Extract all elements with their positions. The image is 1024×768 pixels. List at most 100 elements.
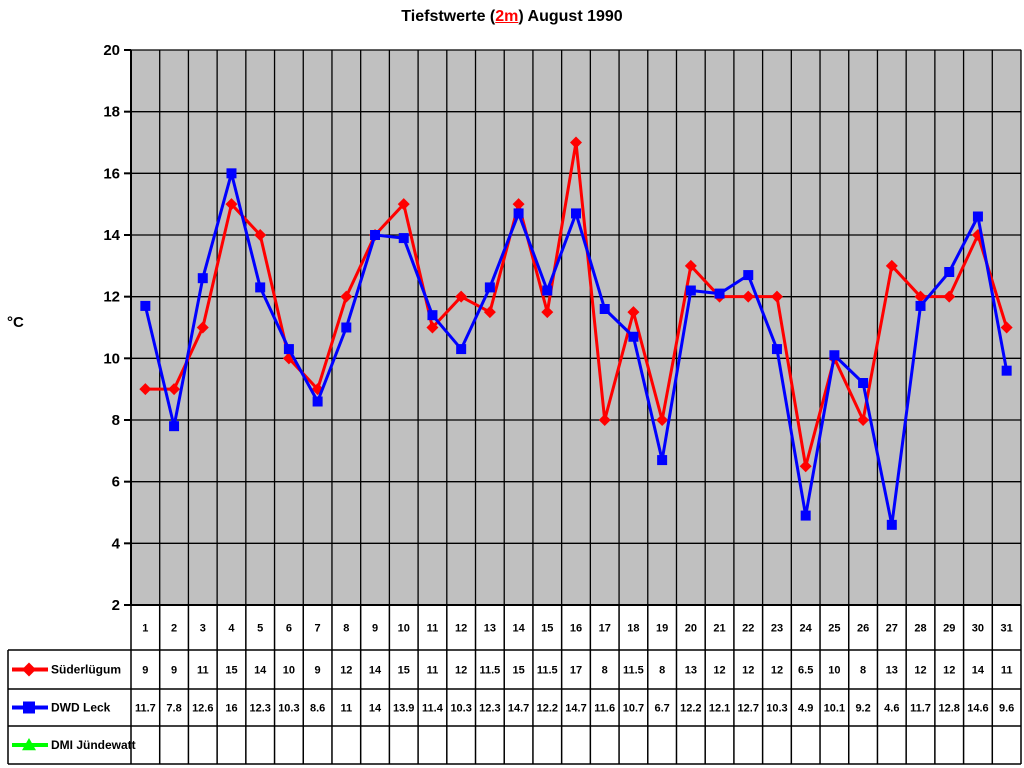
legend-icon-diamond <box>12 662 48 677</box>
data-table: 1 2 3 4 5 6 7 8 9 10 11 12 13 14 15 16 17 18 19 20 21 22 23 24 2… <box>7 604 1022 765</box>
square-marker <box>915 300 926 311</box>
y-tick-label: 4 <box>112 535 121 552</box>
table-value-cell: 11 <box>427 665 439 677</box>
diamond-marker <box>857 414 870 426</box>
table-value-cell: 13 <box>886 665 898 677</box>
diamond-marker <box>684 259 697 272</box>
table-value-cell: 6.5 <box>798 665 813 677</box>
diamond-marker <box>139 383 152 396</box>
legend-icon-square <box>12 701 48 714</box>
day-header-cell: 12 <box>455 623 467 635</box>
table-value-cell: 8 <box>860 665 866 677</box>
square-marker <box>513 208 524 219</box>
square-marker <box>743 270 754 281</box>
table-value-cell: 6.7 <box>654 703 669 715</box>
day-header-cell: 2 <box>171 623 177 635</box>
diamond-marker <box>943 290 956 303</box>
table-value-cell: 12.1 <box>709 703 730 715</box>
day-header-cell: 13 <box>484 623 496 635</box>
table-value-cell: 12.2 <box>680 703 701 715</box>
y-tick-label: 20 <box>103 42 120 59</box>
table-value-cell: 9 <box>171 665 177 677</box>
day-header-cell: 5 <box>257 623 263 635</box>
square-marker <box>628 331 639 342</box>
legend-label: DWD Leck <box>51 701 111 715</box>
day-header-cell: 15 <box>541 623 553 635</box>
day-header-cell: 4 <box>228 623 235 635</box>
day-header-cell: 8 <box>343 623 349 635</box>
diamond-marker <box>742 290 755 303</box>
table-value-cell: 13.9 <box>393 703 414 715</box>
table-value-cell: 11.7 <box>910 703 931 715</box>
legend-square-marker <box>23 701 35 714</box>
square-marker <box>283 344 294 355</box>
legend-label: Süderlügum <box>51 663 121 677</box>
day-header-cell: 16 <box>570 623 582 635</box>
table-value-cell: 11.5 <box>537 665 558 677</box>
diamond-marker <box>1000 321 1013 334</box>
table-value-cell: 12 <box>771 665 783 677</box>
square-marker <box>140 300 151 311</box>
table-value-cell: 12.3 <box>249 703 270 715</box>
table-value-cell: 15 <box>398 665 410 677</box>
table-value-cell: 11 <box>1001 665 1013 677</box>
day-header-cell: 24 <box>800 623 813 635</box>
square-marker <box>226 168 237 179</box>
table-value-cell: 14.7 <box>565 703 586 715</box>
legend-icon-triangle <box>12 738 48 751</box>
day-header-cell: 28 <box>914 623 926 635</box>
day-header-cell: 31 <box>1001 623 1013 635</box>
square-marker <box>484 282 495 293</box>
table-value-cell: 14 <box>254 665 267 677</box>
diamond-marker <box>483 306 496 319</box>
y-tick-label: 12 <box>103 289 120 306</box>
table-value-cell: 12 <box>943 665 955 677</box>
square-marker <box>858 378 869 388</box>
day-header-cell: 3 <box>200 623 206 635</box>
chart-title-prefix: Tiefstwerte ( <box>401 8 496 25</box>
table-value-cell: 11.5 <box>623 665 644 677</box>
day-header-cell: 27 <box>886 623 898 635</box>
day-header-cell: 6 <box>286 623 292 635</box>
square-marker <box>972 211 983 222</box>
table-value-cell: 9 <box>142 665 148 677</box>
table-value-cell: 12.6 <box>192 703 213 715</box>
day-header-cell: 20 <box>685 623 697 635</box>
legend-triangle-marker <box>22 738 36 751</box>
table-borders <box>7 604 1022 765</box>
diamond-marker <box>598 414 611 426</box>
day-header-cell: 14 <box>512 623 525 635</box>
day-header-cell: 21 <box>713 623 725 635</box>
table-value-cell: 16 <box>225 703 237 715</box>
table-value-cell: 14 <box>369 703 382 715</box>
table-value-cell: 13 <box>685 665 697 677</box>
table-value-cell: 12.3 <box>479 703 500 715</box>
diamond-marker <box>914 290 927 303</box>
table-value-cell: 12.2 <box>537 703 558 715</box>
table-value-cell: 10.7 <box>623 703 644 715</box>
table-value-cell: 8 <box>659 665 665 677</box>
day-header-cell: 9 <box>372 623 378 635</box>
table-value-cell: 4.6 <box>884 703 899 715</box>
square-marker <box>771 344 782 355</box>
table-value-cell: 14.6 <box>967 703 988 715</box>
table-row-1: Süderlügum 9 9 11 15 14 10 9 12 14 15 11 12 11.5 15 11.… <box>12 662 1013 677</box>
table-value-cell: 12 <box>340 665 352 677</box>
table-value-cell: 9.6 <box>999 703 1014 715</box>
diamond-marker <box>656 414 669 426</box>
table-value-cell: 17 <box>570 665 582 677</box>
square-marker <box>456 344 467 355</box>
day-header-cell: 18 <box>627 623 639 635</box>
legend-diamond-marker <box>22 662 36 677</box>
table-value-cell: 12.7 <box>738 703 759 715</box>
day-header-cell: 7 <box>315 623 321 635</box>
table-value-cell: 10 <box>283 665 295 677</box>
table-value-cell: 12.8 <box>939 703 960 715</box>
table-value-cell: 11.4 <box>422 703 444 715</box>
square-marker <box>829 350 840 361</box>
day-header-cell: 29 <box>943 623 955 635</box>
y-axis-title: °C <box>7 314 24 331</box>
diamond-marker <box>627 306 640 319</box>
chart-title: Tiefstwerte (2m) August 1990 <box>0 8 1024 26</box>
